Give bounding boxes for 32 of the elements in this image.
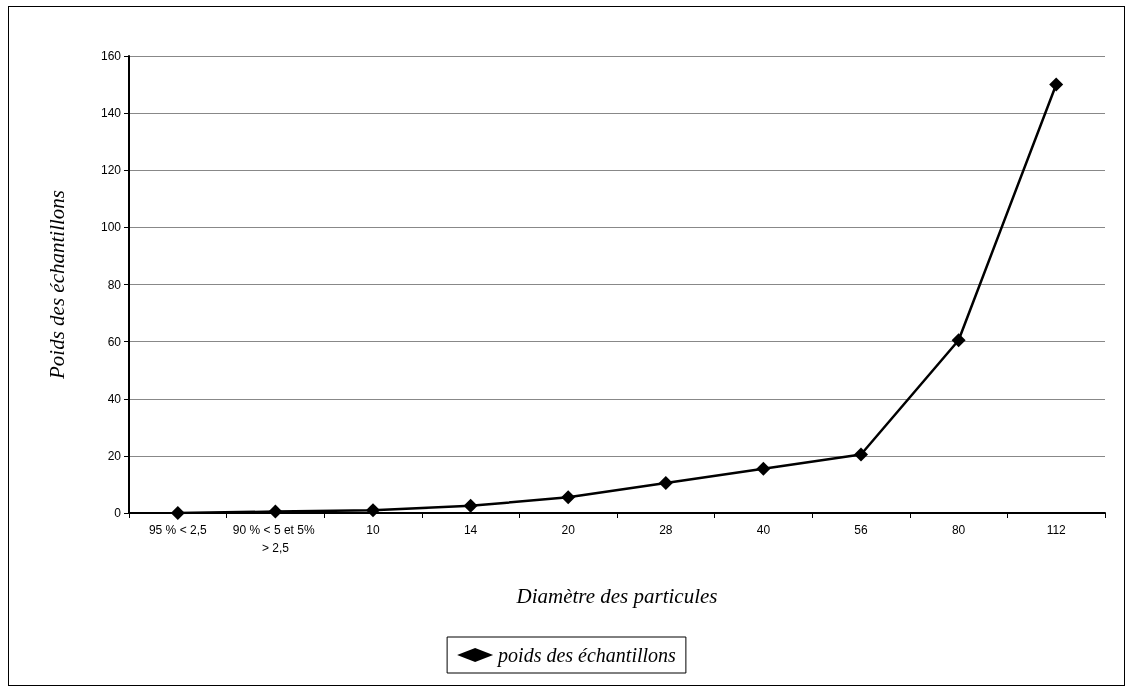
y-tick-label: 160 (100, 49, 122, 63)
point (170, 506, 185, 520)
y-axis-title: Poids des échantillons (44, 190, 69, 380)
point (951, 333, 966, 348)
x-tick-label: 28 (659, 523, 673, 537)
y-tick-label: 140 (100, 106, 122, 121)
x-tick-label: 10 (366, 523, 380, 537)
point (756, 461, 771, 476)
x-tick-label: 112 (1046, 523, 1067, 537)
point (561, 490, 576, 505)
point (268, 504, 283, 519)
x-tick-label: 95 % < 2,5 (148, 523, 207, 537)
y-tick-label: 80 (107, 277, 122, 292)
point (658, 476, 673, 491)
y-tick-label: 120 (100, 163, 122, 178)
point (1049, 77, 1064, 92)
point (854, 447, 868, 462)
y-tick-label: 40 (107, 391, 122, 406)
x-tick-label: 90 % < 5 et 5% > 2,5 (232, 523, 318, 555)
x-tick-label: 14 (463, 523, 478, 537)
y-tick-label: 100 (100, 220, 122, 235)
x-axis-title: Diamètre des particules (515, 583, 718, 608)
x-tick-label: 40 (756, 523, 771, 537)
y-tick-label: 20 (107, 448, 122, 463)
point (366, 503, 380, 518)
x-tick-label: 80 (951, 523, 966, 537)
y-tick-label: 0 (114, 506, 122, 520)
x-tick-label: 20 (561, 523, 576, 537)
x-tick-label: 56 (854, 523, 868, 537)
y-tick-label: 60 (107, 334, 122, 349)
point (463, 498, 478, 513)
legend-label: poids des échantillons (496, 644, 677, 667)
